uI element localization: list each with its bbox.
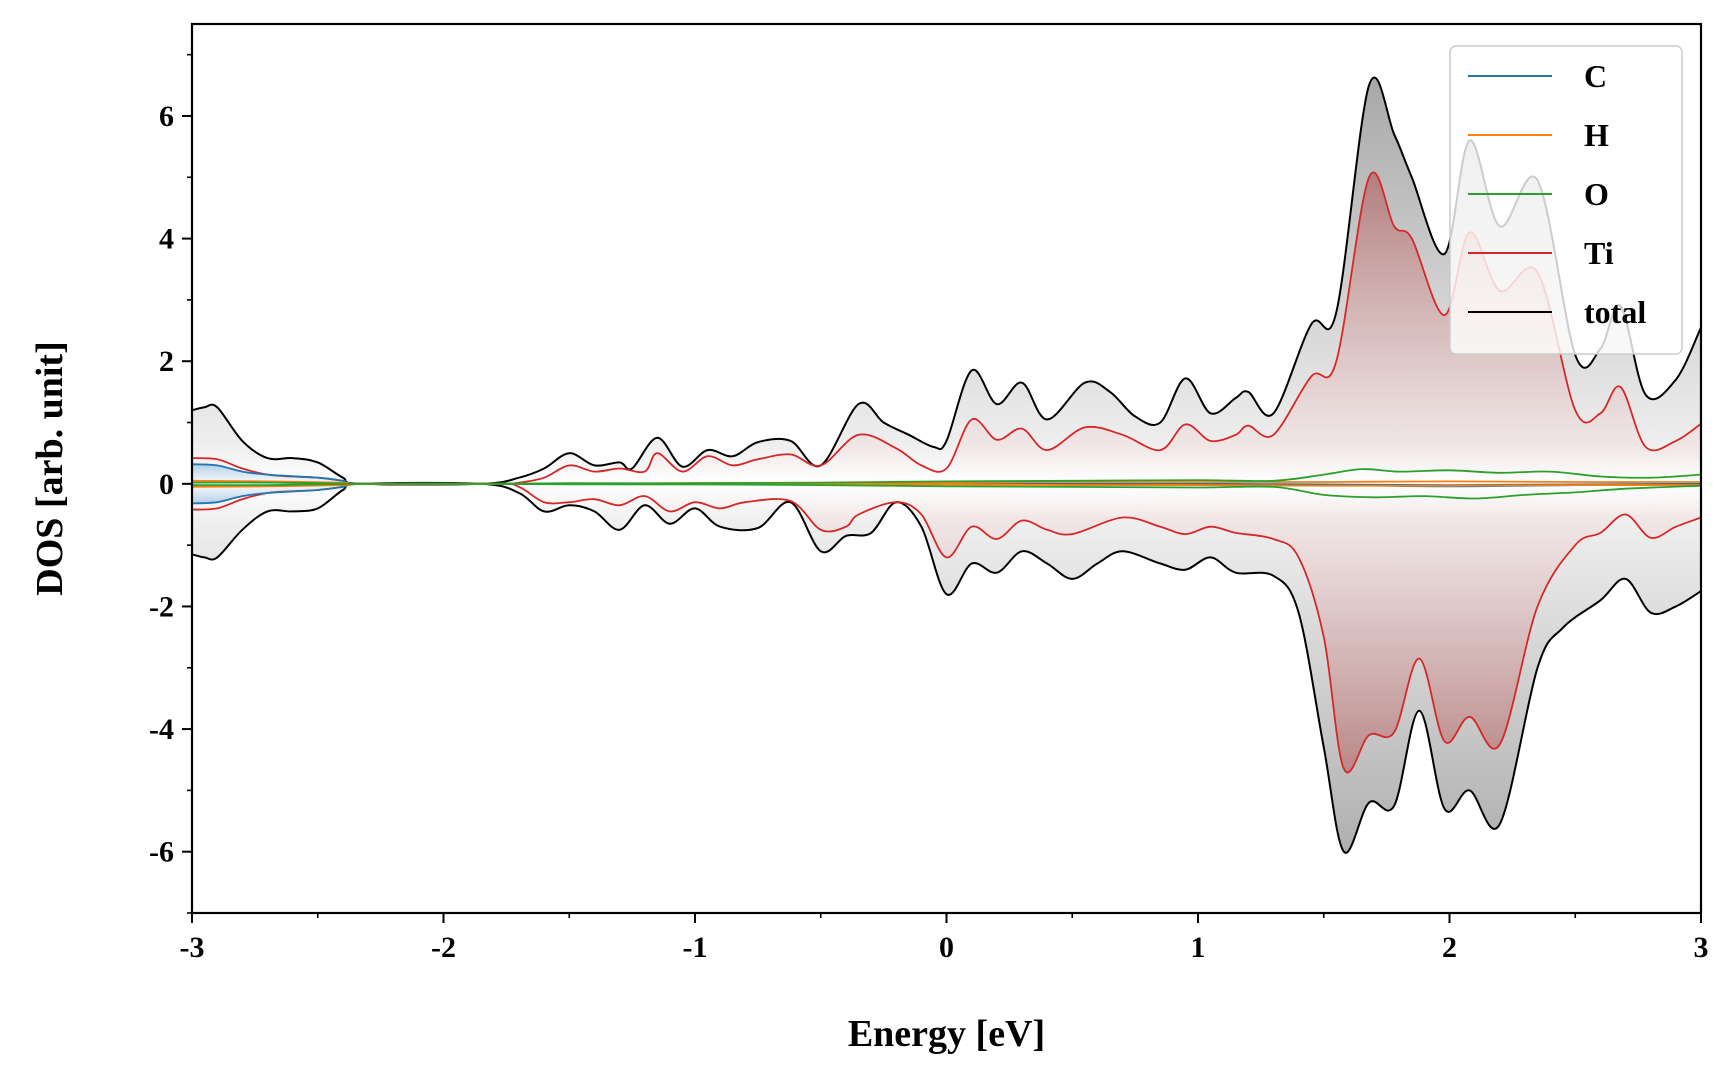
fill-ti-spin-down bbox=[192, 483, 1701, 773]
y-tick-label: -4 bbox=[149, 713, 174, 746]
legend-box bbox=[1449, 45, 1683, 355]
legend-label-c: C bbox=[1584, 58, 1607, 94]
line-o-spin-down bbox=[192, 482, 1701, 500]
y-tick-label: 2 bbox=[159, 345, 174, 378]
y-tick-label: -2 bbox=[149, 590, 174, 623]
x-tick-label: 3 bbox=[1694, 931, 1709, 964]
legend-label-h: H bbox=[1584, 117, 1609, 153]
x-tick-label: 0 bbox=[939, 931, 954, 964]
x-axis-title: Energy [eV] bbox=[848, 1013, 1045, 1055]
y-tick-label: 6 bbox=[159, 100, 174, 133]
legend-label-o: O bbox=[1584, 176, 1609, 212]
y-axis-title: DOS [arb. unit] bbox=[29, 341, 71, 595]
x-axis: -3 -2 -1 0 1 2 3 bbox=[180, 913, 1709, 964]
dos-lines bbox=[192, 76, 1701, 854]
y-tick-label: -6 bbox=[149, 836, 174, 869]
x-tick-label: 1 bbox=[1191, 931, 1206, 964]
x-tick-label: -2 bbox=[431, 931, 456, 964]
x-tick-label: 2 bbox=[1442, 931, 1457, 964]
y-tick-label: 0 bbox=[159, 468, 174, 501]
legend-label-ti: Ti bbox=[1584, 235, 1614, 271]
x-tick-label: -3 bbox=[180, 931, 205, 964]
x-tick-label: -1 bbox=[683, 931, 708, 964]
legend-label-total: total bbox=[1584, 294, 1646, 330]
y-tick-label: 4 bbox=[159, 223, 174, 256]
fill-ti-spin-up bbox=[192, 172, 1701, 485]
legend: CHO Ti total bbox=[1449, 45, 1683, 355]
y-axis: -6 -4 -2 0 2 4 6 bbox=[149, 53, 192, 914]
